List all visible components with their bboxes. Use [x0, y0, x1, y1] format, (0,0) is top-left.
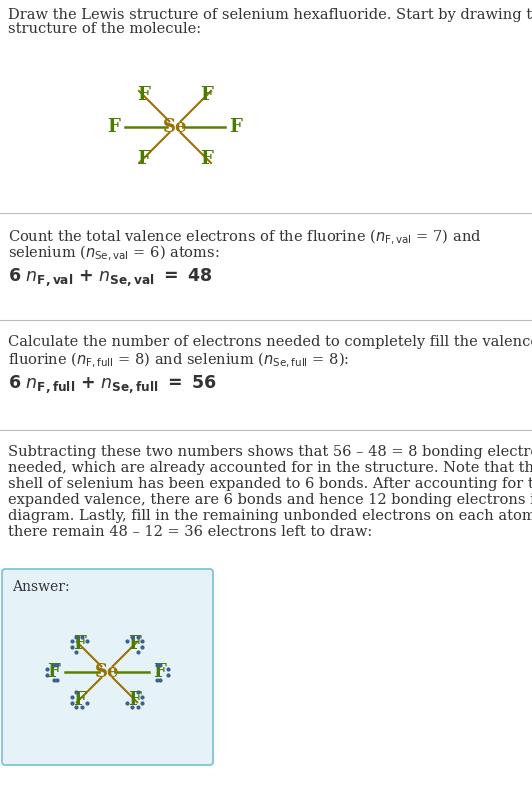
Text: there remain 48 – 12 = 36 electrons left to draw:: there remain 48 – 12 = 36 electrons left…	[8, 525, 372, 539]
FancyBboxPatch shape	[2, 569, 213, 765]
Text: $\mathbf{6}\ \mathit{n}_\mathbf{F,full}\ \mathbf{+}\ \mathit{n}_\mathbf{Se,full}: $\mathbf{6}\ \mathit{n}_\mathbf{F,full}\…	[8, 373, 217, 395]
Text: diagram. Lastly, fill in the remaining unbonded electrons on each atom. In total: diagram. Lastly, fill in the remaining u…	[8, 509, 532, 523]
Text: F: F	[73, 635, 86, 653]
Text: needed, which are already accounted for in the structure. Note that the valence: needed, which are already accounted for …	[8, 461, 532, 475]
Text: F: F	[128, 635, 141, 653]
Text: Se: Se	[163, 118, 187, 136]
Text: F: F	[73, 690, 86, 709]
Text: fluorine ($n_{\mathrm{F,full}}$ = 8) and selenium ($n_{\mathrm{Se,full}}$ = 8):: fluorine ($n_{\mathrm{F,full}}$ = 8) and…	[8, 351, 349, 371]
Text: F: F	[230, 118, 243, 136]
Text: Subtracting these two numbers shows that 56 – 48 = 8 bonding electrons are: Subtracting these two numbers shows that…	[8, 445, 532, 459]
Text: Draw the Lewis structure of selenium hexafluoride. Start by drawing the overall: Draw the Lewis structure of selenium hex…	[8, 8, 532, 22]
Text: F: F	[137, 150, 149, 167]
Text: Calculate the number of electrons needed to completely fill the valence shells f: Calculate the number of electrons needed…	[8, 335, 532, 349]
Text: $\mathbf{6}\ \mathit{n}_\mathbf{F,val}\ \mathbf{+}\ \mathit{n}_\mathbf{Se,val}\ : $\mathbf{6}\ \mathit{n}_\mathbf{F,val}\ …	[8, 266, 212, 288]
Text: Answer:: Answer:	[12, 580, 70, 594]
Text: F: F	[201, 86, 213, 104]
Text: F: F	[47, 663, 61, 681]
Text: structure of the molecule:: structure of the molecule:	[8, 22, 201, 36]
Text: shell of selenium has been expanded to 6 bonds. After accounting for the: shell of selenium has been expanded to 6…	[8, 477, 532, 491]
Text: F: F	[107, 118, 120, 136]
Text: F: F	[128, 690, 141, 709]
Text: F: F	[154, 663, 167, 681]
Text: expanded valence, there are 6 bonds and hence 12 bonding electrons in the: expanded valence, there are 6 bonds and …	[8, 493, 532, 507]
Text: F: F	[137, 86, 149, 104]
Text: F: F	[201, 150, 213, 167]
Text: Count the total valence electrons of the fluorine ($n_{\mathrm{F,val}}$ = 7) and: Count the total valence electrons of the…	[8, 228, 481, 247]
Text: selenium ($n_{\mathrm{Se,val}}$ = 6) atoms:: selenium ($n_{\mathrm{Se,val}}$ = 6) ato…	[8, 244, 220, 263]
Text: Se: Se	[95, 663, 119, 681]
